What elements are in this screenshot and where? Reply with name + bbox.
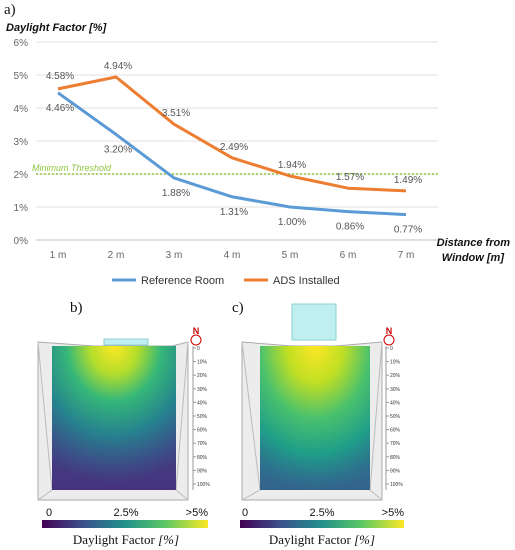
y-tick-label: 5% [14, 71, 29, 82]
north-label: N [193, 326, 200, 336]
y-tick-label: 0% [14, 236, 29, 247]
colorbar-reference: 0 2.5% >5% Daylight Factor [%] [42, 507, 208, 547]
series-line-reference [57, 91, 407, 217]
colorbar-mid: 2.5% [113, 507, 138, 519]
x-tick-label: 1 m [50, 250, 67, 261]
colorbar-title: Daylight Factor [73, 532, 158, 547]
x-tick-label: 4 m [224, 250, 241, 261]
legend-label-reference: Reference Room [141, 275, 224, 287]
depth-tick-label: 30% [390, 387, 401, 393]
x-tick-label: 6 m [340, 250, 357, 261]
depth-tick-label: 10% [197, 360, 208, 366]
north-label: N [386, 326, 393, 336]
y-tick-label: 6% [14, 38, 29, 49]
data-label: 1.57% [336, 172, 364, 183]
y-axis-title: Daylight Factor [%] [6, 22, 107, 34]
legend-label-ads: ADS Installed [273, 275, 340, 287]
depth-tick-label: 40% [390, 400, 401, 406]
colorbar-max: >5% [382, 507, 405, 519]
data-label: 0.86% [336, 222, 364, 233]
colorbar-unit: [%] [158, 532, 179, 547]
x-tick-labels: 1 m 2 m 3 m 4 m 5 m 6 m 7 m [50, 250, 415, 261]
window-reference [103, 338, 149, 346]
colorbar-min: 0 [46, 507, 52, 519]
colorbar-mid: 2.5% [309, 507, 334, 519]
panel-label-c: c) [232, 300, 244, 316]
series-line-ads [57, 75, 407, 193]
colorbar-min: 0 [242, 507, 248, 519]
room-map-ads: 0 10% 20% 30% 40% 50% 60% 70% 80% 90% 100% N [241, 303, 403, 501]
north-arrow-icon [190, 334, 202, 346]
panel-label-b: b) [70, 300, 83, 316]
depth-tick-label: 20% [197, 373, 208, 379]
y-tick-label: 3% [14, 137, 29, 148]
series-lines [57, 75, 407, 217]
depth-scale-reference: 0 10% 20% 30% 40% 50% 60% 70% 80% 90% 100% [193, 346, 210, 488]
data-label: 0.77% [394, 225, 422, 236]
x-tick-label: 2 m [108, 250, 125, 261]
threshold-label: Minimum Threshold [32, 163, 112, 173]
x-tick-label: 7 m [398, 250, 415, 261]
ads-device [291, 303, 337, 341]
depth-tick-label: 40% [197, 400, 208, 406]
depth-tick-label: 60% [197, 428, 208, 434]
x-tick-label: 5 m [282, 250, 299, 261]
y-tick-labels: 0% 1% 2% 3% 4% 5% 6% [14, 38, 29, 247]
north-arrow-icon [383, 334, 395, 346]
data-label: 3.51% [162, 108, 190, 119]
depth-tick-label: 0 [390, 346, 393, 352]
x-axis-title-line1: Distance from [437, 237, 511, 249]
depth-tick-label: 10% [390, 360, 401, 366]
depth-scale-ads: 0 10% 20% 30% 40% 50% 60% 70% 80% 90% 100% [386, 346, 403, 488]
data-label: 4.58% [46, 71, 74, 82]
data-label: 1.88% [162, 188, 190, 199]
grid-lines [36, 41, 438, 241]
svg-text:Daylight Factor [%]: Daylight Factor [%] [73, 532, 179, 547]
y-tick-label: 4% [14, 104, 29, 115]
svg-text:Daylight Factor [%]: Daylight Factor [%] [269, 532, 375, 547]
colorbar-max: >5% [186, 507, 209, 519]
depth-tick-label: 80% [197, 455, 208, 461]
depth-tick-label: 70% [197, 441, 208, 447]
depth-tick-label: 30% [197, 387, 208, 393]
depth-tick-label: 90% [197, 468, 208, 474]
data-label: 1.31% [220, 207, 248, 218]
depth-tick-label: 60% [390, 428, 401, 434]
data-labels: 4.46% 3.20% 1.88% 1.31% 1.00% 0.86% 0.77% 4.58%… [46, 61, 422, 236]
y-tick-label: 1% [14, 203, 29, 214]
room-map-reference: 0 10% 20% 30% 40% 50% 60% 70% 80% 90% 100% N [37, 326, 210, 501]
x-tick-label: 3 m [166, 250, 183, 261]
data-label: 4.46% [46, 103, 74, 114]
x-axis-title-line2: Window [m] [442, 252, 505, 264]
data-label: 3.20% [104, 144, 132, 155]
daylight-line-chart: Daylight Factor [%] 0% 1% 2% 3% 4% 5% 6% 1 m 2 … [6, 22, 511, 287]
data-label: 1.00% [278, 217, 306, 228]
data-label: 1.49% [394, 175, 422, 186]
data-label: 4.94% [104, 61, 132, 72]
depth-tick-label: 50% [197, 414, 208, 420]
y-tick-label: 2% [14, 170, 29, 181]
colorbar-ads: 0 2.5% >5% Daylight Factor [%] [240, 507, 404, 547]
data-label: 2.49% [220, 142, 248, 153]
depth-tick-label: 70% [390, 441, 401, 447]
panel-label-a: a) [4, 2, 16, 18]
depth-tick-label: 100% [197, 482, 210, 488]
colorbar-title: Daylight Factor [269, 532, 354, 547]
data-label: 1.94% [278, 160, 306, 171]
depth-tick-label: 90% [390, 468, 401, 474]
colorbar-unit: [%] [354, 532, 375, 547]
depth-tick-label: 0 [197, 346, 200, 352]
depth-tick-label: 80% [390, 455, 401, 461]
legend: Reference Room ADS Installed [112, 275, 340, 287]
depth-tick-label: 50% [390, 414, 401, 420]
daylight-maps: 0 10% 20% 30% 40% 50% 60% 70% 80% 90% 100% N 0 10% 2… [37, 303, 403, 501]
colorbars: 0 2.5% >5% Daylight Factor [%] 0 2.5% >5… [42, 507, 404, 547]
depth-tick-label: 20% [390, 373, 401, 379]
depth-tick-label: 100% [390, 482, 403, 488]
